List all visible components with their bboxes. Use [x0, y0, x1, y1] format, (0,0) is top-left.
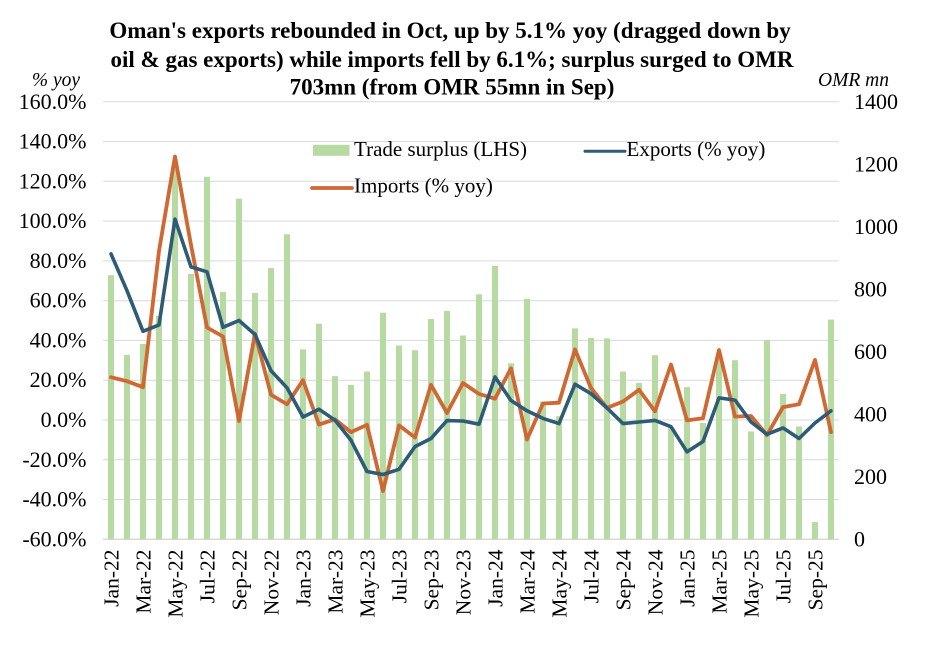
svg-text:1200: 1200 — [854, 151, 898, 176]
svg-text:May-24: May-24 — [547, 549, 571, 617]
svg-text:Jul-23: Jul-23 — [387, 550, 411, 604]
svg-text:Jan-25: Jan-25 — [675, 550, 699, 607]
svg-text:Jan-22: Jan-22 — [99, 550, 123, 607]
svg-text:0.0%: 0.0% — [41, 407, 87, 432]
svg-text:Sep-24: Sep-24 — [611, 549, 635, 610]
svg-text:-20.0%: -20.0% — [22, 447, 86, 472]
svg-text:100.0%: 100.0% — [19, 208, 87, 233]
svg-text:Sep-23: Sep-23 — [419, 550, 443, 611]
svg-text:Mar-23: Mar-23 — [323, 550, 347, 614]
svg-text:Mar-24: Mar-24 — [515, 549, 539, 613]
svg-text:160.0%: 160.0% — [19, 89, 87, 114]
svg-text:Sep-22: Sep-22 — [227, 550, 251, 611]
svg-text:0: 0 — [854, 526, 865, 551]
svg-text:Sep-25: Sep-25 — [803, 550, 827, 611]
svg-text:Nov-24: Nov-24 — [643, 549, 667, 615]
svg-text:40.0%: 40.0% — [30, 327, 87, 352]
svg-text:Nov-23: Nov-23 — [451, 550, 475, 616]
svg-text:Mar-22: Mar-22 — [131, 550, 155, 614]
svg-text:Oman's exports rebounded in Oc: Oman's exports rebounded in Oct, up by 5… — [109, 18, 791, 43]
svg-text:120.0%: 120.0% — [19, 168, 87, 193]
svg-text:Jul-22: Jul-22 — [195, 550, 219, 604]
svg-text:oil & gas exports) while impor: oil & gas exports) while imports fell by… — [111, 47, 794, 72]
svg-text:600: 600 — [854, 339, 887, 364]
svg-text:May-22: May-22 — [163, 550, 187, 618]
svg-text:May-25: May-25 — [739, 550, 763, 618]
svg-text:Mar-25: Mar-25 — [707, 550, 731, 614]
svg-text:% yoy: % yoy — [32, 70, 81, 91]
svg-text:Nov-22: Nov-22 — [259, 550, 283, 616]
svg-text:800: 800 — [854, 276, 887, 301]
svg-text:400: 400 — [854, 401, 887, 426]
svg-text:OMR mn: OMR mn — [818, 70, 889, 91]
svg-text:200: 200 — [854, 464, 887, 489]
svg-text:Jan-24: Jan-24 — [483, 549, 507, 607]
svg-text:140.0%: 140.0% — [19, 129, 87, 154]
svg-text:May-23: May-23 — [355, 550, 379, 618]
svg-text:1400: 1400 — [854, 89, 898, 114]
svg-text:Jul-24: Jul-24 — [579, 549, 603, 603]
svg-text:Jan-23: Jan-23 — [291, 550, 315, 607]
svg-text:Trade surplus (LHS): Trade surplus (LHS) — [354, 137, 527, 161]
svg-text:1000: 1000 — [854, 214, 898, 239]
svg-text:Exports (% yoy): Exports (% yoy) — [627, 137, 766, 161]
svg-text:Imports (% yoy): Imports (% yoy) — [354, 174, 493, 198]
svg-text:703mn (from OMR 55mn in Sep): 703mn (from OMR 55mn in Sep) — [290, 74, 615, 99]
svg-text:Jul-25: Jul-25 — [771, 550, 795, 604]
svg-text:-40.0%: -40.0% — [22, 487, 86, 512]
svg-text:-60.0%: -60.0% — [22, 526, 86, 551]
svg-text:20.0%: 20.0% — [30, 367, 87, 392]
svg-text:80.0%: 80.0% — [30, 248, 87, 273]
svg-text:60.0%: 60.0% — [30, 288, 87, 313]
